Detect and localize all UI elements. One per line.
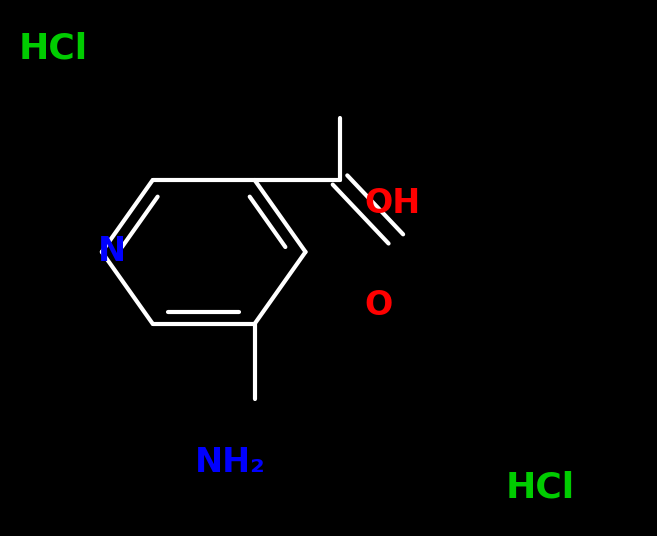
Text: O: O — [365, 289, 393, 322]
Text: NH₂: NH₂ — [194, 445, 265, 479]
Text: OH: OH — [365, 187, 421, 220]
Text: HCl: HCl — [506, 471, 575, 505]
Text: N: N — [98, 235, 125, 269]
Text: HCl: HCl — [18, 31, 87, 65]
